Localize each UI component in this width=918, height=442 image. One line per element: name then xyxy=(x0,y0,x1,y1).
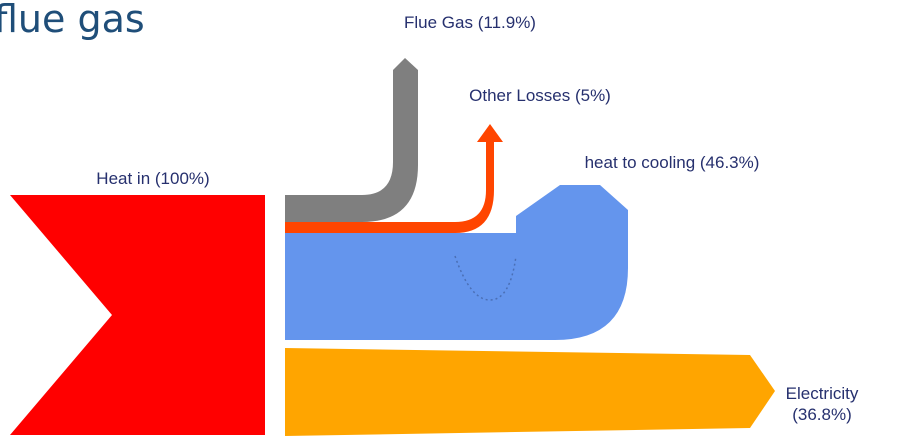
node-label: Flue Gas (11.9%) xyxy=(404,13,536,32)
node-label: (36.8%) xyxy=(792,405,852,424)
node-label: Electricity xyxy=(786,384,859,403)
flue-gas-flow xyxy=(285,58,418,222)
heat-in-flow xyxy=(10,195,265,435)
title: flue gas xyxy=(0,0,145,41)
node-label: Other Losses (5%) xyxy=(469,86,611,105)
node-label: Heat in (100%) xyxy=(96,169,209,188)
node-label: heat to cooling (46.3%) xyxy=(585,153,760,172)
other-losses-flow xyxy=(285,124,503,233)
electricity-flow xyxy=(285,348,775,436)
cooling-flow xyxy=(285,185,628,340)
